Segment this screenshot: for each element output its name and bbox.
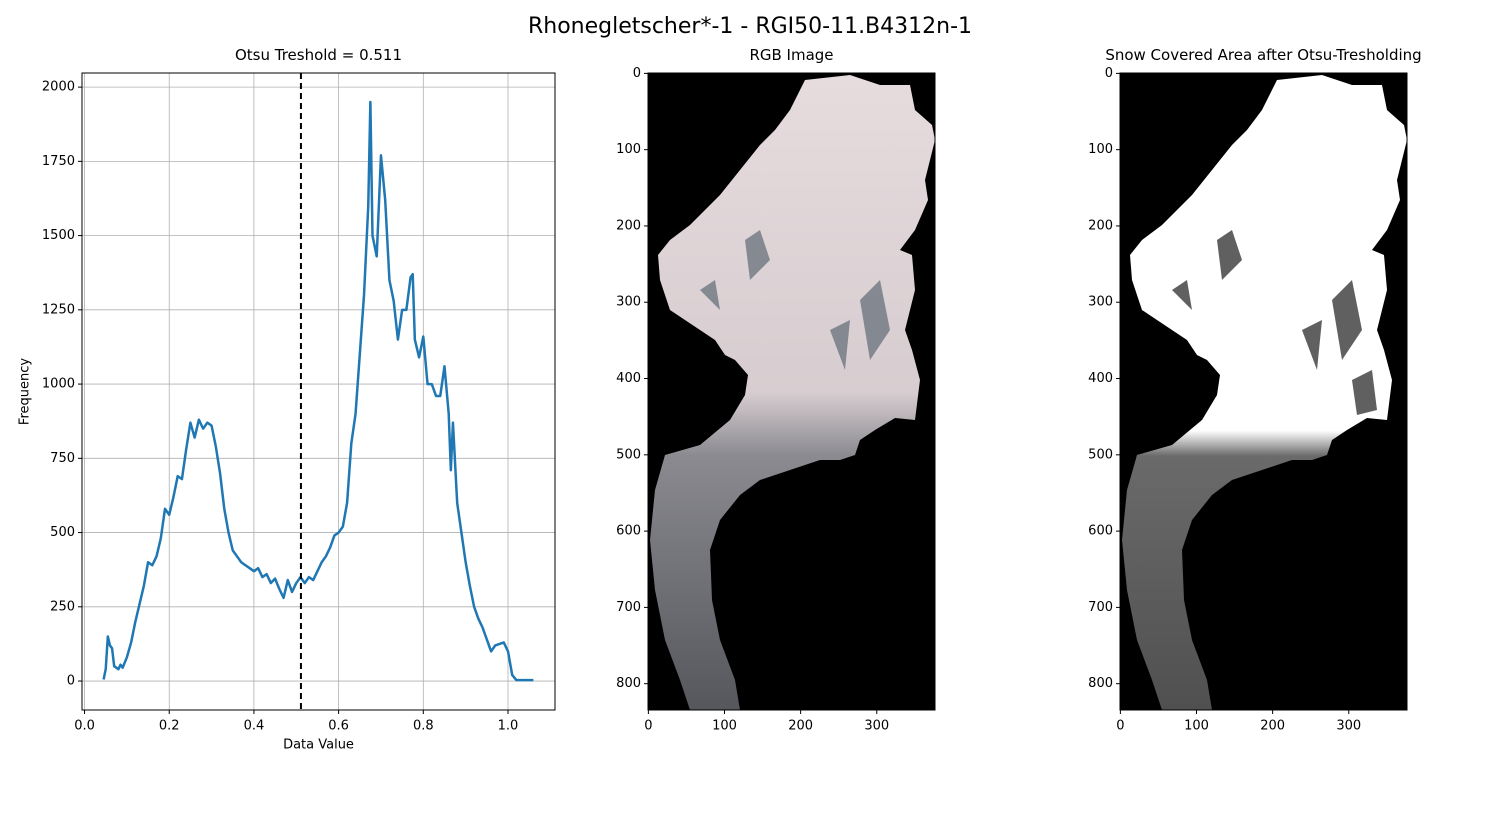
x-tick-label: 0.0 — [74, 719, 95, 734]
axes-frame — [81, 72, 556, 711]
x-tick-label: 0 — [644, 719, 652, 734]
x-tick-label: 200 — [788, 719, 813, 734]
y-tick-label: 400 — [1088, 371, 1113, 386]
x-axis-label: Data Value — [283, 738, 354, 753]
x-tick-label: 200 — [1260, 719, 1285, 734]
y-tick-label: 500 — [50, 525, 75, 540]
figure-title: Rhonegletscher*-1 - RGI50-11.B4312n-1 — [528, 14, 972, 39]
snow-mask-image — [1120, 73, 1407, 710]
y-tick-label: 200 — [1088, 218, 1113, 233]
y-tick-label: 0 — [1105, 66, 1113, 81]
y-tick-label: 100 — [616, 142, 641, 157]
y-tick-label: 300 — [616, 295, 641, 310]
y-axis-label: Frequency — [18, 358, 33, 425]
axes-frame — [1119, 72, 1408, 711]
data-line — [102, 100, 534, 682]
y-tick-label: 750 — [50, 451, 75, 466]
y-tick-label: 500 — [616, 447, 641, 462]
x-tick-label: 0.4 — [244, 719, 265, 734]
y-tick-label: 100 — [1088, 142, 1113, 157]
rgb-image — [648, 73, 935, 710]
axes-title: Snow Covered Area after Otsu-Tresholding — [1105, 46, 1421, 64]
y-tick-label: 800 — [616, 676, 641, 691]
y-tick-label: 500 — [1088, 447, 1113, 462]
x-tick-label: 0.8 — [413, 719, 434, 734]
x-tick-label: 0.2 — [159, 719, 180, 734]
axes-title: Otsu Treshold = 0.511 — [235, 46, 402, 64]
y-tick-label: 700 — [616, 600, 641, 615]
y-tick-label: 0 — [633, 66, 641, 81]
y-tick-label: 600 — [1088, 524, 1113, 539]
axes-frame — [647, 72, 936, 711]
y-tick-label: 300 — [1088, 295, 1113, 310]
x-tick-label: 1.0 — [498, 719, 519, 734]
y-tick-label: 600 — [616, 524, 641, 539]
y-tick-label: 400 — [616, 371, 641, 386]
x-tick-label: 0.6 — [328, 719, 349, 734]
x-tick-label: 100 — [712, 719, 737, 734]
x-tick-label: 300 — [1336, 719, 1361, 734]
y-tick-label: 2000 — [42, 80, 75, 95]
y-tick-label: 800 — [1088, 676, 1113, 691]
x-tick-label: 0 — [1116, 719, 1124, 734]
y-tick-label: 1750 — [42, 154, 75, 169]
y-tick-label: 1000 — [42, 377, 75, 392]
y-tick-label: 250 — [50, 599, 75, 614]
x-tick-label: 300 — [864, 719, 889, 734]
y-tick-label: 1250 — [42, 302, 75, 317]
y-tick-label: 1500 — [42, 228, 75, 243]
axes-title: RGB Image — [749, 46, 833, 64]
y-tick-label: 200 — [616, 218, 641, 233]
x-tick-label: 100 — [1184, 719, 1209, 734]
y-tick-label: 700 — [1088, 600, 1113, 615]
y-tick-label: 0 — [67, 674, 75, 689]
